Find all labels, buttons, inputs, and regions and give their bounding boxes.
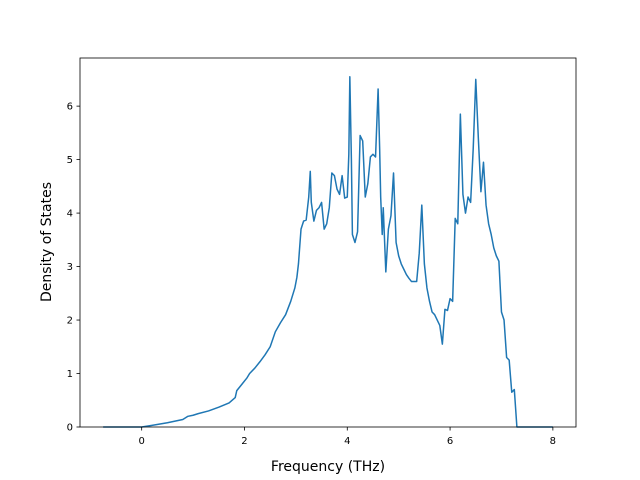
y-axis: 0 1 2 3 4 5 6 (67, 102, 80, 434)
x-tick-label: 4 (344, 436, 350, 447)
x-axis: 0 2 4 6 8 (138, 427, 556, 447)
x-tick-label: 6 (447, 436, 453, 447)
y-tick-label: 2 (67, 316, 73, 327)
x-tick-label: 2 (241, 436, 247, 447)
y-tick-label: 6 (67, 102, 73, 113)
y-tick-label: 0 (67, 423, 73, 434)
axes-frame (79, 57, 577, 428)
y-tick-label: 4 (67, 209, 73, 220)
y-tick-label: 5 (67, 155, 73, 166)
x-axis-label: Frequency (THz) (271, 459, 385, 475)
x-tick-label: 8 (550, 436, 556, 447)
y-axis-label: Density of States (39, 182, 55, 302)
plot-area (79, 57, 577, 428)
y-tick-label: 3 (67, 262, 73, 273)
y-tick-label: 1 (67, 369, 73, 380)
series-line-0 (103, 75, 553, 428)
x-tick-label: 0 (138, 436, 144, 447)
